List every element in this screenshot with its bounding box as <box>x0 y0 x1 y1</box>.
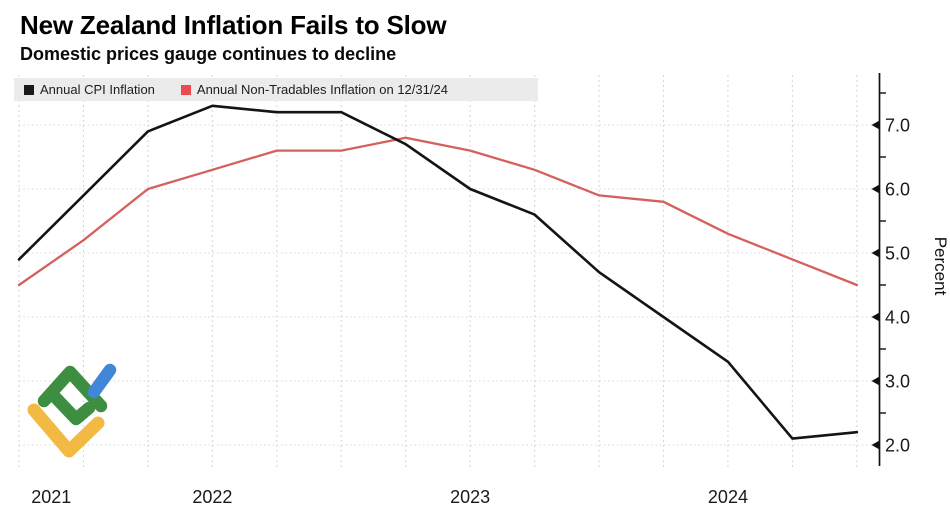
y-tick-label: 7.0 <box>885 116 910 136</box>
annual-cpi-inflation-line <box>17 104 859 440</box>
logo-green-check-stroke <box>49 391 96 426</box>
y-major-tick-arrow-icon <box>871 184 880 194</box>
chart-subtitle: Domestic prices gauge continues to decli… <box>20 44 397 64</box>
y-tick-label: 2.0 <box>885 436 910 456</box>
logo-yellow-check-stroke <box>27 403 105 458</box>
cpi-series-swatch-icon <box>24 84 34 95</box>
y-tick-label: 6.0 <box>885 180 910 200</box>
y-axis-title: Percent <box>931 237 950 296</box>
y-major-tick-arrow-icon <box>871 120 880 130</box>
x-year-label: 2024 <box>708 487 748 507</box>
x-year-label: 2023 <box>450 487 490 507</box>
x-year-label: 2021 <box>31 487 71 507</box>
litefinance-logo <box>27 363 117 458</box>
x-year-label: 2022 <box>192 487 232 507</box>
annual-non-tradables-inflation-line <box>17 136 859 287</box>
y-major-tick-arrow-icon <box>871 440 880 450</box>
y-major-tick-arrow-icon <box>871 312 880 322</box>
chart-title: New Zealand Inflation Fails to Slow <box>20 10 447 40</box>
y-tick-label: 4.0 <box>885 308 910 328</box>
chart-legend: Annual CPI Inflation Annual Non-Tradable… <box>14 78 538 101</box>
legend-item-non-tradables: Annual Non-Tradables Inflation on 12/31/… <box>180 82 448 97</box>
y-tick-label: 5.0 <box>885 244 910 264</box>
y-major-tick-arrow-icon <box>871 248 880 258</box>
logo-blue-stroke <box>87 363 117 399</box>
legend-label-non-tradables: Annual Non-Tradables Inflation on 12/31/… <box>196 82 448 97</box>
y-tick-label: 3.0 <box>885 372 910 392</box>
legend-label-cpi: Annual CPI Inflation <box>40 82 155 97</box>
y-major-tick-arrow-icon <box>871 376 880 386</box>
non-tradables-series-swatch-icon <box>180 84 191 95</box>
legend-item-cpi: Annual CPI Inflation <box>24 82 155 97</box>
